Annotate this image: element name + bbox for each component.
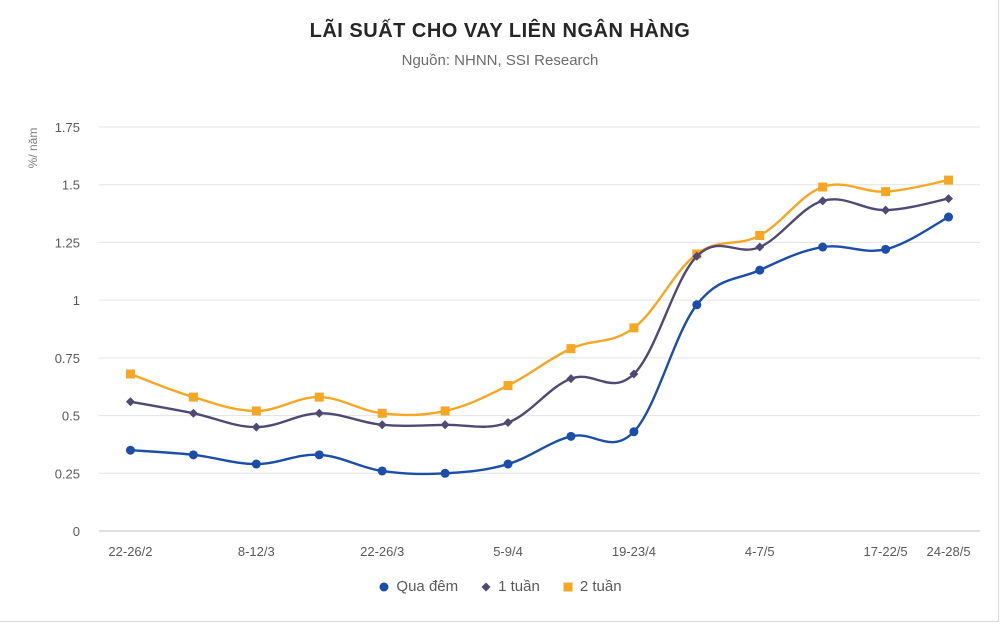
data-point	[125, 445, 135, 455]
series-2	[125, 194, 954, 432]
data-point	[314, 408, 324, 418]
grid-lines	[99, 126, 980, 532]
data-point	[566, 344, 576, 354]
data-point	[755, 242, 765, 252]
series-line	[130, 197, 949, 429]
data-point	[251, 422, 261, 432]
legend-marker-shape	[563, 582, 573, 591]
y-tick-label: 1	[73, 293, 80, 308]
data-point	[503, 459, 513, 469]
legend-item: Qua đêm	[378, 578, 458, 595]
data-point	[944, 212, 954, 222]
legend-marker	[481, 582, 491, 591]
data-point	[755, 231, 765, 241]
x-tick-label: 22-26/2	[108, 544, 152, 559]
chart-subtitle: Nguồn: NHNN, SSI Research	[401, 52, 599, 69]
data-point	[692, 251, 702, 261]
x-tick-label: 22-26/3	[360, 544, 404, 559]
x-tick-label: 5-9/4	[493, 544, 523, 559]
data-point	[125, 369, 135, 379]
data-point	[818, 182, 828, 192]
x-tick-label: 4-7/5	[745, 544, 775, 559]
data-point	[440, 468, 450, 478]
data-point	[692, 300, 702, 310]
data-point	[629, 323, 639, 333]
chart-title: LÃI SUẤT CHO VAY LIÊN NGÂN HÀNG	[309, 20, 691, 42]
x-tick-label: 17-22/5	[864, 544, 908, 559]
legend-label: 1 tuần	[498, 578, 540, 595]
data-point	[944, 194, 954, 204]
y-tick-label: 0	[73, 524, 80, 539]
series-line	[130, 178, 949, 417]
legend-marker-shape	[481, 582, 491, 591]
data-point	[881, 205, 891, 215]
y-tick-label: 0.75	[55, 351, 80, 366]
data-point	[503, 417, 513, 427]
y-tick-label: 0.25	[55, 466, 80, 481]
legend-marker	[379, 582, 389, 591]
data-point	[125, 397, 135, 407]
y-axis-label: %/ năm	[26, 128, 40, 169]
series-1	[125, 212, 954, 478]
legend-marker	[563, 582, 573, 591]
data-point	[188, 408, 198, 418]
data-point	[566, 374, 576, 384]
data-point	[251, 459, 261, 469]
data-point	[314, 392, 324, 402]
series-3	[125, 175, 954, 418]
legend-item: 2 tuần	[562, 578, 622, 595]
legend-marker-shape	[379, 582, 389, 591]
data-point	[818, 242, 828, 252]
data-point	[629, 427, 639, 437]
x-axis-ticks: 22-26/2 8-12/3 22-26/3 5-9/4 19-23/4 4-7/5 17-…	[108, 544, 970, 559]
data-point	[755, 265, 765, 275]
data-point	[188, 450, 198, 460]
data-point	[440, 420, 450, 430]
y-tick-label: 1.75	[55, 120, 80, 135]
legend-item: 1 tuần	[480, 578, 540, 595]
y-tick-label: 1.5	[62, 178, 80, 193]
x-tick-label: 19-23/4	[612, 544, 656, 559]
legend: Qua đêm 1 tuần 2 tuần	[0, 578, 1000, 595]
y-tick-label: 1.25	[55, 235, 80, 250]
data-point	[629, 369, 639, 379]
data-point	[440, 406, 450, 416]
legend-label: Qua đêm	[396, 578, 459, 595]
data-point	[377, 466, 387, 476]
x-tick-label: 24-28/5	[926, 544, 970, 559]
data-point	[377, 420, 387, 430]
y-axis-ticks: 0 0.25 0.5 0.75 1 1.25 1.5 1.75	[55, 120, 80, 539]
data-point	[188, 392, 198, 402]
data-point	[944, 175, 954, 185]
data-point	[881, 187, 891, 197]
data-point	[881, 244, 891, 254]
data-point	[314, 450, 324, 460]
data-point	[377, 408, 387, 418]
data-point	[251, 406, 261, 416]
series-line	[130, 215, 950, 476]
legend-label: 2 tuần	[579, 578, 622, 595]
series-group	[125, 175, 954, 478]
y-tick-label: 0.5	[62, 409, 80, 424]
data-point	[818, 196, 828, 206]
x-tick-label: 8-12/3	[238, 544, 275, 559]
data-point	[503, 381, 513, 391]
data-point	[566, 431, 576, 441]
